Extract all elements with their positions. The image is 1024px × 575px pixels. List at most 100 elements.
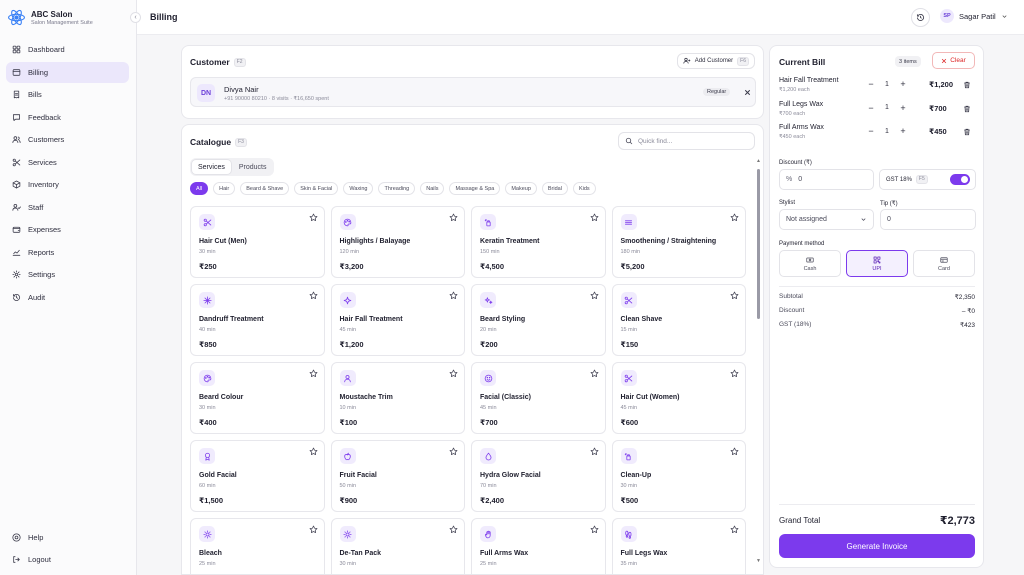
- catalogue-item-card[interactable]: Full Legs Wax 35 min: [611, 518, 746, 574]
- catalogue-item-card[interactable]: Dandruff Treatment 40 min ₹850: [190, 284, 325, 356]
- sidebar-item-settings[interactable]: Settings: [6, 264, 129, 285]
- catalogue-item-card[interactable]: Full Arms Wax 25 min: [471, 518, 606, 574]
- star-icon[interactable]: [590, 369, 599, 378]
- sidebar-item-reports[interactable]: Reports: [6, 242, 129, 263]
- help-link[interactable]: Help: [6, 528, 129, 547]
- stylist-select[interactable]: Not assigned: [779, 209, 874, 230]
- increment-button[interactable]: +: [900, 126, 906, 136]
- tab-services[interactable]: Services: [192, 160, 231, 174]
- logout-link[interactable]: Logout: [6, 550, 129, 569]
- catalogue-item-card[interactable]: Hydra Glow Facial 70 min ₹2,400: [471, 440, 606, 512]
- catalogue-item-card[interactable]: De-Tan Pack 30 min: [330, 518, 465, 574]
- catalogue-item-card[interactable]: Gold Facial 60 min ₹1,500: [190, 440, 325, 512]
- category-chip[interactable]: Massage & Spa: [449, 182, 501, 195]
- decrement-button[interactable]: −: [868, 126, 874, 136]
- sidebar-item-dashboard[interactable]: Dashboard: [6, 39, 129, 60]
- star-icon[interactable]: [449, 369, 458, 378]
- catalogue-item-card[interactable]: Clean-Up 30 min ₹500: [611, 440, 746, 512]
- sidebar-item-billing[interactable]: Billing: [6, 61, 129, 83]
- star-icon[interactable]: [590, 213, 599, 222]
- payment-card-button[interactable]: Card: [913, 250, 975, 277]
- scroll-up-icon[interactable]: ▲: [756, 158, 761, 164]
- generate-invoice-button[interactable]: Generate Invoice: [779, 534, 975, 558]
- trash-icon[interactable]: [963, 105, 971, 113]
- star-icon[interactable]: [730, 525, 739, 534]
- selected-customer-card[interactable]: DN Divya Nair +91 90000 80210 · 8 visits…: [190, 77, 756, 107]
- category-chip[interactable]: Nails: [420, 182, 445, 195]
- catalogue-item-card[interactable]: Fruit Facial 50 min ₹900: [330, 440, 465, 512]
- sidebar-item-feedback[interactable]: Feedback: [6, 107, 129, 128]
- category-chip[interactable]: Threading: [378, 182, 416, 195]
- scrollbar[interactable]: ▲ ▼: [756, 158, 761, 574]
- category-chips: All Hair Beard & Shave Skin & Facial Waxing T…: [190, 182, 596, 195]
- category-chip[interactable]: Beard & Shave: [240, 182, 290, 195]
- sidebar-item-bills[interactable]: Bills: [6, 84, 129, 105]
- catalogue-item-card[interactable]: Hair Cut (Men) 30 min ₹250: [190, 206, 325, 278]
- category-chip[interactable]: Skin & Facial: [294, 182, 339, 195]
- star-icon[interactable]: [590, 291, 599, 300]
- sidebar-item-customers[interactable]: Customers: [6, 129, 129, 150]
- star-icon[interactable]: [730, 447, 739, 456]
- star-icon[interactable]: [309, 213, 318, 222]
- catalogue-item-card[interactable]: Smoothening / Straightening 180 min ₹5,200: [611, 206, 746, 278]
- tab-products[interactable]: Products: [238, 163, 267, 171]
- brand[interactable]: ABC Salon Salon Management Suite: [7, 8, 93, 27]
- decrement-button[interactable]: −: [868, 79, 874, 89]
- scroll-down-icon[interactable]: ▼: [756, 558, 761, 564]
- trash-icon[interactable]: [963, 81, 971, 89]
- tip-input[interactable]: 0: [880, 209, 976, 230]
- grand-total-value: ₹2,773: [939, 515, 975, 527]
- sidebar-item-staff[interactable]: Staff: [6, 197, 129, 218]
- category-chip[interactable]: Bridal: [541, 182, 568, 195]
- star-icon[interactable]: [730, 291, 739, 300]
- star-icon[interactable]: [309, 447, 318, 456]
- discount-input[interactable]: % 0: [779, 169, 874, 190]
- quick-find-input[interactable]: Quick find...: [618, 132, 755, 150]
- category-chip[interactable]: Waxing: [343, 182, 374, 195]
- apple-icon: [344, 452, 351, 460]
- sidebar-item-audit[interactable]: Audit: [6, 287, 129, 308]
- category-chip[interactable]: All: [190, 182, 209, 195]
- scroll-thumb[interactable]: [757, 169, 760, 319]
- increment-button[interactable]: +: [900, 102, 906, 113]
- close-icon[interactable]: [743, 88, 752, 97]
- star-icon[interactable]: [590, 525, 599, 534]
- catalogue-item-card[interactable]: Hair Fall Treatment 45 min ₹1,200: [330, 284, 465, 356]
- user-menu[interactable]: SP Sagar Patil: [940, 9, 1008, 23]
- catalogue-item-card[interactable]: Hair Cut (Women) 45 min ₹600: [611, 362, 746, 434]
- catalogue-item-card[interactable]: Highlights / Balayage 120 min ₹3,200: [330, 206, 465, 278]
- catalogue-item-card[interactable]: Beard Styling 20 min ₹200: [471, 284, 606, 356]
- star-icon[interactable]: [449, 525, 458, 534]
- sidebar-item-expenses[interactable]: Expenses: [6, 219, 129, 240]
- catalogue-item-card[interactable]: Facial (Classic) 45 min ₹700: [471, 362, 606, 434]
- star-icon[interactable]: [449, 291, 458, 300]
- star-icon[interactable]: [309, 291, 318, 300]
- add-customer-button[interactable]: Add Customer F6: [676, 53, 755, 69]
- catalogue-item-card[interactable]: Beard Colour 30 min ₹400: [190, 362, 325, 434]
- star-icon[interactable]: [309, 525, 318, 534]
- category-chip[interactable]: Hair: [213, 182, 236, 195]
- star-icon[interactable]: [449, 447, 458, 456]
- catalogue-item-card[interactable]: Bleach 25 min: [190, 518, 325, 574]
- trash-icon[interactable]: [963, 128, 971, 136]
- star-icon[interactable]: [449, 213, 458, 222]
- catalogue-item-card[interactable]: Keratin Treatment 150 min ₹4,500: [471, 206, 606, 278]
- star-icon[interactable]: [309, 369, 318, 378]
- clear-bill-button[interactable]: Clear: [932, 52, 975, 69]
- collapse-sidebar-button[interactable]: ‹: [130, 12, 141, 23]
- catalogue-item-card[interactable]: Moustache Trim 10 min ₹100: [330, 362, 465, 434]
- decrement-button[interactable]: −: [868, 102, 874, 113]
- star-icon[interactable]: [730, 213, 739, 222]
- star-icon[interactable]: [730, 369, 739, 378]
- payment-upi-button[interactable]: UPI: [846, 250, 908, 277]
- payment-cash-button[interactable]: Cash: [779, 250, 841, 277]
- category-chip[interactable]: Kids: [572, 182, 596, 195]
- gst-toggle[interactable]: [950, 174, 970, 185]
- sidebar-item-services[interactable]: Services: [6, 152, 129, 173]
- category-chip[interactable]: Makeup: [505, 182, 537, 195]
- sidebar-item-inventory[interactable]: Inventory: [6, 174, 129, 195]
- history-button[interactable]: [911, 8, 930, 27]
- catalogue-item-card[interactable]: Clean Shave 15 min ₹150: [611, 284, 746, 356]
- increment-button[interactable]: +: [900, 79, 906, 89]
- star-icon[interactable]: [590, 447, 599, 456]
